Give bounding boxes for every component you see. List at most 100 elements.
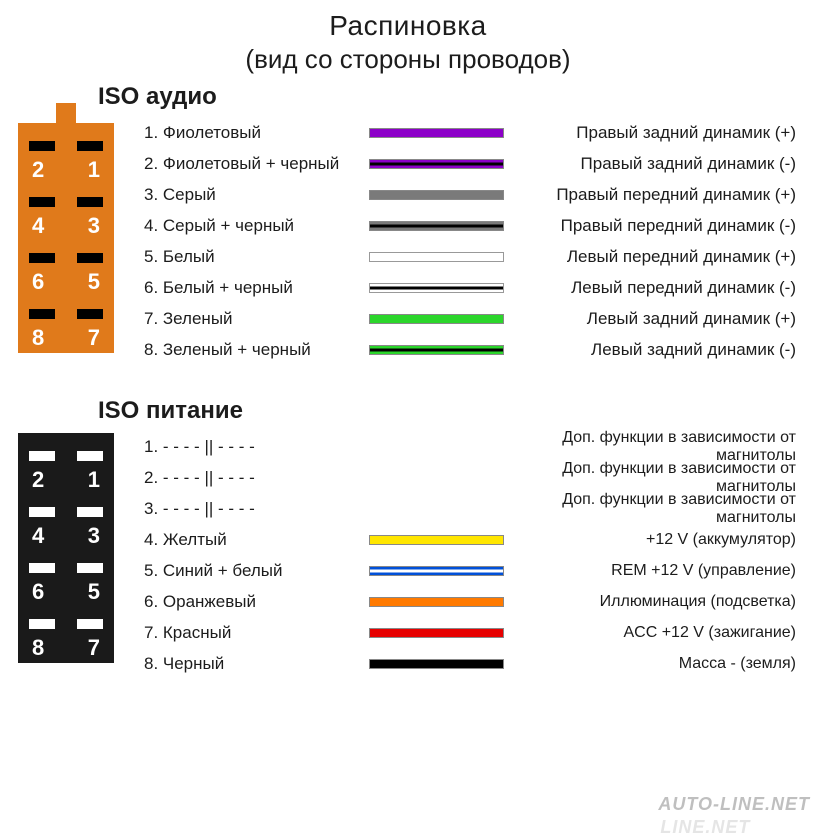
pin-number: 2 bbox=[32, 157, 44, 183]
wire-swatch bbox=[369, 252, 504, 262]
pin-pair bbox=[18, 619, 114, 629]
pin-slot bbox=[29, 451, 55, 461]
audio-block: 21436587 1. ФиолетовыйПравый задний дина… bbox=[18, 117, 798, 365]
pin-function: Левый задний динамик (+) bbox=[504, 309, 798, 329]
pin-slot bbox=[77, 507, 103, 517]
pin-row: 5. Синий + белый REM +12 V (управление) bbox=[144, 555, 798, 586]
pin-pair bbox=[18, 451, 114, 461]
pin-function: Правый передний динамик (+) bbox=[504, 185, 798, 205]
pin-slot bbox=[29, 141, 55, 151]
pin-slot bbox=[29, 563, 55, 573]
pin-name: 2. Фиолетовый + черный bbox=[144, 154, 369, 174]
pin-slot bbox=[77, 563, 103, 573]
pin-slot bbox=[77, 197, 103, 207]
wire-swatch bbox=[369, 314, 504, 324]
power-connector: 2 1 4 3 6 5 8 7 bbox=[18, 433, 114, 663]
pin-function: Правый передний динамик (-) bbox=[504, 216, 798, 236]
pin-number: 4 bbox=[32, 523, 44, 549]
pin-name: 8. Зеленый + черный bbox=[144, 340, 369, 360]
pin-pair bbox=[18, 197, 114, 207]
pin-row: 6. Белый + черный Левый передний динамик … bbox=[144, 272, 798, 303]
pin-name: 5. Синий + белый bbox=[144, 561, 369, 581]
connector-body: 21436587 bbox=[18, 123, 114, 353]
pin-name: 2. - - - - || - - - - bbox=[144, 468, 369, 488]
pin-row: 8. Зеленый + черный Левый задний динамик … bbox=[144, 334, 798, 365]
pin-slot bbox=[77, 451, 103, 461]
wire-swatch bbox=[369, 128, 504, 138]
pin-name: 7. Зеленый bbox=[144, 309, 369, 329]
pin-slot bbox=[29, 253, 55, 263]
page: Распиновка (вид со стороны проводов) ISO… bbox=[0, 0, 816, 819]
wire-swatch bbox=[369, 659, 504, 669]
pin-slot bbox=[77, 619, 103, 629]
pin-number: 6 bbox=[32, 579, 44, 605]
pin-function: Правый задний динамик (-) bbox=[504, 154, 798, 174]
pin-row: 2. Фиолетовый + черный Правый задний дина… bbox=[144, 148, 798, 179]
pin-number: 7 bbox=[88, 325, 100, 351]
pin-number: 3 bbox=[88, 213, 100, 239]
power-rows: 1. - - - - || - - - - Доп. функции в зави… bbox=[144, 431, 798, 679]
connector-notch bbox=[56, 103, 76, 129]
pin-row: 7. Зеленый Левый задний динамик (+) bbox=[144, 303, 798, 334]
pin-function: Левый передний динамик (-) bbox=[504, 278, 798, 298]
wire-swatch bbox=[369, 190, 504, 200]
pin-function: Доп. функции в зависимости от магнитолы bbox=[504, 491, 798, 527]
pin-pair bbox=[18, 507, 114, 517]
pin-slot bbox=[29, 619, 55, 629]
watermark: AUTO-LINE.NET AUTO-LINE.NET bbox=[658, 794, 810, 815]
pin-number: 5 bbox=[88, 579, 100, 605]
pin-slot bbox=[29, 507, 55, 517]
page-title: Распиновка bbox=[18, 10, 798, 42]
power-section-label: ISO питание bbox=[98, 397, 798, 425]
pin-name: 8. Черный bbox=[144, 654, 369, 674]
pin-slot bbox=[77, 309, 103, 319]
pin-row: 8. ЧерныйМасса - (земля) bbox=[144, 648, 798, 679]
pin-slot bbox=[77, 141, 103, 151]
pin-name: 4. Серый + черный bbox=[144, 216, 369, 236]
pin-number: 1 bbox=[88, 157, 100, 183]
pin-name: 6. Белый + черный bbox=[144, 278, 369, 298]
wire-swatch bbox=[369, 345, 504, 355]
pin-number: 7 bbox=[88, 635, 100, 661]
pin-slot bbox=[29, 197, 55, 207]
pin-row: 4. Серый + черный Правый передний динамик… bbox=[144, 210, 798, 241]
pin-number: 1 bbox=[88, 467, 100, 493]
pin-row: 1. - - - - || - - - -Доп. функции в зави… bbox=[144, 431, 798, 462]
wire-swatch bbox=[369, 566, 504, 576]
connector-body: 2 1 4 3 6 5 8 7 bbox=[18, 433, 114, 663]
audio-section-label: ISO аудио bbox=[98, 83, 798, 111]
pin-function: +12 V (аккумулятор) bbox=[504, 531, 798, 549]
wire-swatch bbox=[369, 221, 504, 231]
wire-swatch bbox=[369, 628, 504, 638]
pin-name: 6. Оранжевый bbox=[144, 592, 369, 612]
page-subtitle: (вид со стороны проводов) bbox=[18, 44, 798, 75]
pin-pair bbox=[18, 141, 114, 151]
pin-number: 5 bbox=[88, 269, 100, 295]
audio-rows: 1. ФиолетовыйПравый задний динамик (+)2.… bbox=[144, 117, 798, 365]
pin-function: REM +12 V (управление) bbox=[504, 562, 798, 580]
pin-pair bbox=[18, 309, 114, 319]
pin-name: 5. Белый bbox=[144, 247, 369, 267]
pin-function: Иллюминация (подсветка) bbox=[504, 593, 798, 611]
pin-number: 4 bbox=[32, 213, 44, 239]
pin-row: 3. - - - - || - - - -Доп. функции в зави… bbox=[144, 493, 798, 524]
pin-function: Левый передний динамик (+) bbox=[504, 247, 798, 267]
pin-name: 7. Красный bbox=[144, 623, 369, 643]
pin-row: 6. Оранжевый Иллюминация (подсветка) bbox=[144, 586, 798, 617]
power-block: 2 1 4 3 6 5 8 7 1. - - - - || - - - - Доп. функц… bbox=[18, 431, 798, 679]
pin-name: 1. - - - - || - - - - bbox=[144, 437, 369, 457]
pin-function: Правый задний динамик (+) bbox=[504, 123, 798, 143]
pin-slot bbox=[77, 253, 103, 263]
pin-number: 8 bbox=[32, 635, 44, 661]
pin-number: 2 bbox=[32, 467, 44, 493]
pin-slot bbox=[29, 309, 55, 319]
pin-pair bbox=[18, 253, 114, 263]
pin-row: 3. Серый Правый передний динамик (+) bbox=[144, 179, 798, 210]
pin-function: Левый задний динамик (-) bbox=[504, 340, 798, 360]
wire-swatch bbox=[369, 283, 504, 293]
pin-name: 3. Серый bbox=[144, 185, 369, 205]
pin-number: 8 bbox=[32, 325, 44, 351]
pin-number: 3 bbox=[88, 523, 100, 549]
pin-row: 2. - - - - || - - - -Доп. функции в зави… bbox=[144, 462, 798, 493]
pin-function: ACC +12 V (зажигание) bbox=[504, 624, 798, 642]
